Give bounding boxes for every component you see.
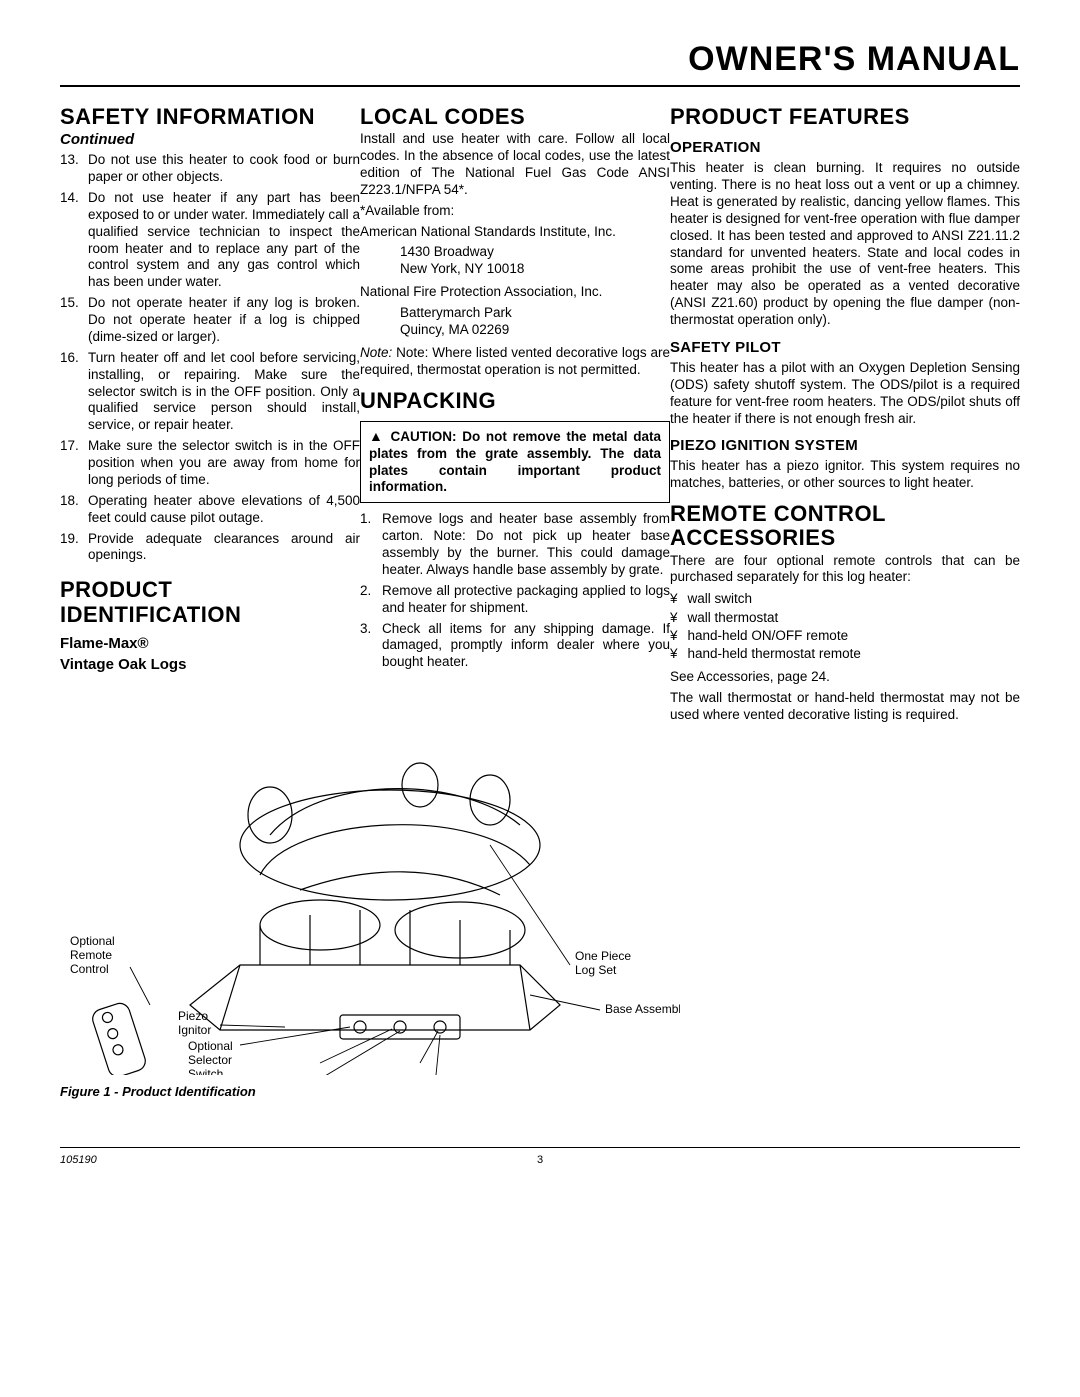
product-id-heading: PRODUCT IDENTIFICATION: [60, 578, 360, 626]
safety-pilot-body: This heater has a pilot with an Oxygen D…: [670, 360, 1020, 428]
caution-text: CAUTION: Do not remove the metal data pl…: [369, 429, 661, 495]
column-2: LOCAL CODES Install and use heater with …: [360, 105, 670, 675]
column-1: SAFETY INFORMATION Continued 13.Do not u…: [60, 105, 360, 677]
svg-text:Remote: Remote: [70, 948, 112, 962]
list-num: 19.: [60, 531, 88, 565]
svg-text:Ignitor: Ignitor: [178, 1023, 211, 1037]
warning-icon: ▲: [369, 428, 385, 444]
product-diagram-svg: Optional Remote Control One Piece Log Se…: [60, 715, 680, 1075]
list-text: Check all items for any shipping damage.…: [382, 621, 670, 672]
list-num: 17.: [60, 438, 88, 489]
piezo-subheading: PIEZO IGNITION SYSTEM: [670, 437, 1020, 454]
list-text: Provide adequate clearances around air o…: [88, 531, 360, 565]
remote-item: hand-held thermostat remote: [670, 645, 1020, 663]
list-text: Do not use heater if any part has been e…: [88, 190, 360, 291]
remote-note: The wall thermostat or hand-held thermos…: [670, 690, 1020, 724]
piezo-body: This heater has a piezo ignitor. This sy…: [670, 458, 1020, 492]
address-1c: New York, NY 10018: [400, 261, 670, 278]
note-text: Note: Where listed vented decorative log…: [360, 345, 670, 377]
address-1a: American National Standards Institute, I…: [360, 224, 670, 241]
continued-label: Continued: [60, 131, 360, 148]
address-2b: Batterymarch Park: [400, 305, 670, 322]
label-one-piece: One Piece: [575, 949, 631, 963]
remote-control-heading: REMOTE CONTROL ACCESSORIES: [670, 502, 1020, 550]
remote-item: hand-held ON/OFF remote: [670, 627, 1020, 645]
unpack-list: 1.Remove logs and heater base assembly f…: [360, 511, 670, 671]
list-num: 3.: [360, 621, 382, 672]
list-text: Remove all protective packaging applied …: [382, 583, 670, 617]
safety-info-heading: SAFETY INFORMATION: [60, 105, 360, 129]
flame-max-label: Flame-Max®: [60, 635, 360, 652]
list-num: 13.: [60, 152, 88, 186]
svg-text:Selector: Selector: [188, 1053, 232, 1067]
product-features-heading: PRODUCT FEATURES: [670, 105, 1020, 129]
list-num: 2.: [360, 583, 382, 617]
page-footer: 105190 3: [60, 1147, 1020, 1166]
list-text: Make sure the selector switch is in the …: [88, 438, 360, 489]
unpacking-heading: UNPACKING: [360, 389, 670, 413]
list-text: Turn heater off and let cool before serv…: [88, 350, 360, 434]
label-base-assembly: Base Assembly: [605, 1002, 680, 1016]
local-codes-note: Note: Note: Where listed vented decorati…: [360, 345, 670, 379]
local-codes-heading: LOCAL CODES: [360, 105, 670, 129]
available-from: *Available from:: [360, 203, 670, 220]
safety-list: 13.Do not use this heater to cook food o…: [60, 152, 360, 564]
list-num: 1.: [360, 511, 382, 579]
svg-text:Control: Control: [70, 962, 109, 976]
product-identification-figure: Optional Remote Control One Piece Log Se…: [60, 715, 680, 1099]
address-2c: Quincy, MA 02269: [400, 322, 670, 339]
list-num: 18.: [60, 493, 88, 527]
figure-caption: Figure 1 - Product Identification: [60, 1084, 680, 1099]
operation-body: This heater is clean burning. It require…: [670, 160, 1020, 329]
caution-box: ▲ CAUTION: Do not remove the metal data …: [360, 421, 670, 504]
local-codes-body: Install and use heater with care. Follow…: [360, 131, 670, 199]
label-piezo: Piezo: [178, 1009, 208, 1023]
remote-list: wall switch wall thermostat hand-held ON…: [670, 590, 1020, 663]
see-accessories: See Accessories, page 24.: [670, 669, 1020, 686]
operation-subheading: OPERATION: [670, 139, 1020, 156]
list-text: Do not operate heater if any log is brok…: [88, 295, 360, 346]
remote-intro: There are four optional remote controls …: [670, 553, 1020, 587]
list-num: 15.: [60, 295, 88, 346]
svg-text:Switch: Switch: [188, 1067, 223, 1075]
remote-item: wall thermostat: [670, 609, 1020, 627]
address-2a: National Fire Protection Association, In…: [360, 284, 670, 301]
page-title: OWNER'S MANUAL: [60, 40, 1020, 87]
remote-item: wall switch: [670, 590, 1020, 608]
label-optional-remote: Optional: [70, 934, 115, 948]
list-text: Do not use this heater to cook food or b…: [88, 152, 360, 186]
page-number: 3: [537, 1154, 543, 1166]
list-text: Operating heater above elevations of 4,5…: [88, 493, 360, 527]
list-text: Remove logs and heater base assembly fro…: [382, 511, 670, 579]
safety-pilot-subheading: SAFETY PILOT: [670, 339, 1020, 356]
svg-text:Log Set: Log Set: [575, 963, 617, 977]
vintage-oak-label: Vintage Oak Logs: [60, 656, 360, 673]
doc-id: 105190: [60, 1154, 97, 1166]
label-optional-selector: Optional: [188, 1039, 233, 1053]
list-num: 16.: [60, 350, 88, 434]
address-1b: 1430 Broadway: [400, 244, 670, 261]
list-num: 14.: [60, 190, 88, 291]
column-3: PRODUCT FEATURES OPERATION This heater i…: [670, 105, 1020, 728]
